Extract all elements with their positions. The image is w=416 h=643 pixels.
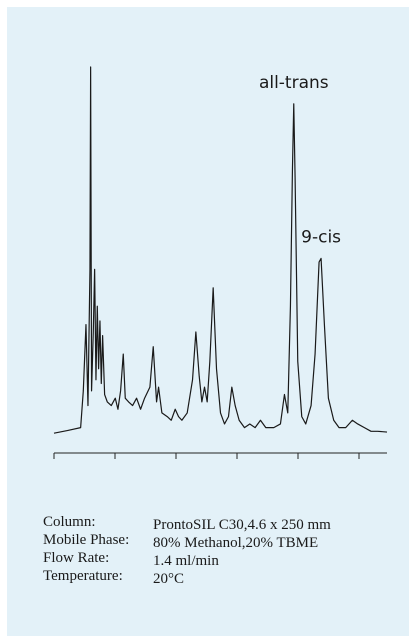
condition-value: 80% Methanol,20% TBME (153, 535, 319, 551)
chromatogram-chart: all-trans 9-cis (53, 66, 388, 459)
peak-label: 9-cis (301, 227, 341, 247)
annotation-layer: all-trans 9-cis (259, 73, 341, 248)
condition-value: 20°C (153, 571, 185, 587)
series-layer (53, 66, 388, 434)
chromatogram-trace (53, 66, 388, 434)
figure-panel: all-trans 9-cis Column: ProntoSIL C30,4.6… (7, 7, 409, 636)
condition-value: ProntoSIL C30,4.6 x 250 mm (153, 517, 331, 533)
x-axis (53, 452, 387, 459)
condition-label: Temperature: (43, 568, 123, 584)
condition-value: 1.4 ml/min (153, 553, 219, 569)
condition-label: Mobile Phase: (43, 532, 130, 548)
condition-label: Column: (43, 514, 96, 530)
condition-label: Flow Rate: (43, 550, 110, 566)
peak-label: all-trans (259, 73, 329, 93)
